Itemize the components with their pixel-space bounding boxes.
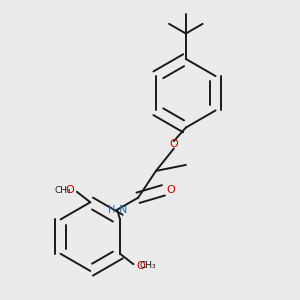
Text: O: O — [136, 261, 145, 271]
Text: N: N — [118, 205, 127, 215]
Text: O: O — [65, 185, 74, 195]
Text: H: H — [108, 205, 116, 215]
Text: CH₃: CH₃ — [54, 186, 71, 195]
Text: O: O — [167, 185, 175, 195]
Text: CH₃: CH₃ — [140, 261, 156, 270]
Text: O: O — [169, 139, 178, 149]
